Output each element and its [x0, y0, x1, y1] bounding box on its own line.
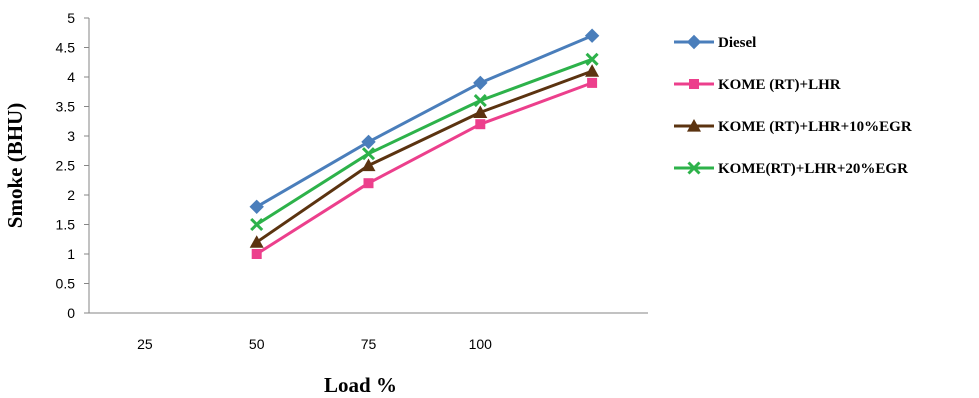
y-tick-label: 1 — [67, 246, 75, 262]
y-tick-label: 2 — [67, 187, 75, 203]
data-point — [473, 105, 488, 118]
legend-item: Diesel — [674, 34, 756, 51]
data-point — [361, 134, 376, 150]
legend-label: KOME (RT)+LHR — [718, 77, 841, 93]
y-tick-label: 0 — [67, 305, 75, 321]
series-1 — [251, 77, 598, 259]
y-tick-label: 3 — [67, 128, 75, 144]
series-group — [249, 28, 600, 259]
x-tick-label: 100 — [469, 336, 493, 352]
data-point — [587, 77, 598, 88]
data-point — [475, 119, 486, 130]
x-tick-label: 25 — [137, 336, 153, 352]
legend-label: KOME(RT)+LHR+20%EGR — [718, 161, 908, 177]
legend-item: KOME(RT)+LHR+20%EGR — [674, 161, 908, 177]
data-point — [249, 199, 264, 215]
legend-item: KOME (RT)+LHR+10%EGR — [674, 119, 912, 135]
data-point — [250, 217, 264, 232]
series-0 — [249, 28, 600, 215]
y-axis-title: Smoke (BHU) — [3, 103, 27, 228]
data-point — [584, 28, 600, 43]
x-marker-stroke — [250, 217, 264, 232]
legend-marker — [686, 34, 702, 50]
legend: Diesel KOME (RT)+LHR KOME (RT)+LHR+10%EGR K… — [674, 34, 912, 177]
y-tick-label: 5 — [67, 10, 75, 26]
series-2 — [249, 64, 600, 248]
series-line — [255, 81, 593, 256]
data-point — [585, 64, 600, 77]
data-point — [363, 178, 374, 189]
y-tick-label: 4 — [67, 69, 75, 85]
series-line — [255, 34, 593, 209]
data-point — [361, 158, 376, 172]
data-point — [473, 75, 488, 91]
x-tick-label: 75 — [361, 336, 377, 352]
y-tick-label: 1.5 — [56, 217, 76, 233]
y-tick-label: 4.5 — [56, 40, 76, 56]
legend-marker — [689, 79, 699, 89]
series-line — [255, 69, 593, 244]
x-axis-title: Load % — [324, 373, 397, 397]
data-point — [249, 235, 264, 248]
x-marker-stroke — [361, 147, 376, 161]
data-point — [585, 52, 599, 66]
legend-item: KOME (RT)+LHR — [674, 77, 841, 93]
legend-marker — [687, 119, 701, 132]
x-marker-stroke — [473, 94, 487, 108]
series-line — [255, 57, 593, 226]
x-marker-stroke — [585, 52, 599, 66]
x-marker-stroke — [687, 161, 701, 175]
data-point — [251, 249, 262, 259]
data-point — [473, 94, 487, 108]
x-tick-labels: 25 50 75 100 — [137, 336, 492, 352]
x-tick-label: 50 — [249, 336, 265, 352]
legend-label: Diesel — [718, 35, 756, 51]
y-tick-labels: 0 0.5 1 1.5 2 2.5 3 3.5 4 4.5 5 — [56, 10, 89, 321]
legend-marker — [687, 161, 701, 175]
y-tick-label: 0.5 — [56, 276, 76, 292]
series-3 — [250, 52, 599, 232]
legend-label: KOME (RT)+LHR+10%EGR — [718, 119, 912, 135]
y-tick-label: 3.5 — [56, 99, 76, 115]
data-point — [361, 147, 376, 161]
y-tick-label: 2.5 — [56, 158, 76, 174]
